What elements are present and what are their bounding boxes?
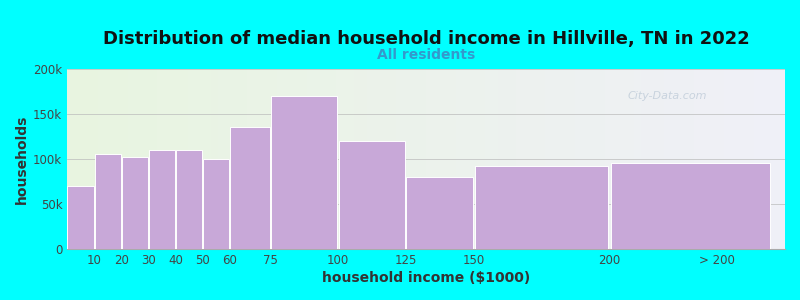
X-axis label: household income ($1000): household income ($1000) [322, 271, 530, 285]
Bar [176, 150, 202, 249]
Bar [230, 128, 270, 249]
Bar [406, 177, 473, 249]
Text: All residents: All residents [377, 48, 475, 62]
Bar [149, 150, 175, 249]
Bar [67, 186, 94, 249]
Text: City-Data.com: City-Data.com [627, 91, 706, 100]
Bar [475, 166, 607, 249]
Bar [94, 154, 121, 249]
Bar [338, 141, 405, 249]
Y-axis label: households: households [15, 114, 29, 204]
Bar [610, 164, 770, 249]
Bar [122, 157, 148, 249]
Bar [203, 159, 230, 249]
Bar [271, 96, 338, 249]
Title: Distribution of median household income in Hillville, TN in 2022: Distribution of median household income … [102, 30, 750, 48]
